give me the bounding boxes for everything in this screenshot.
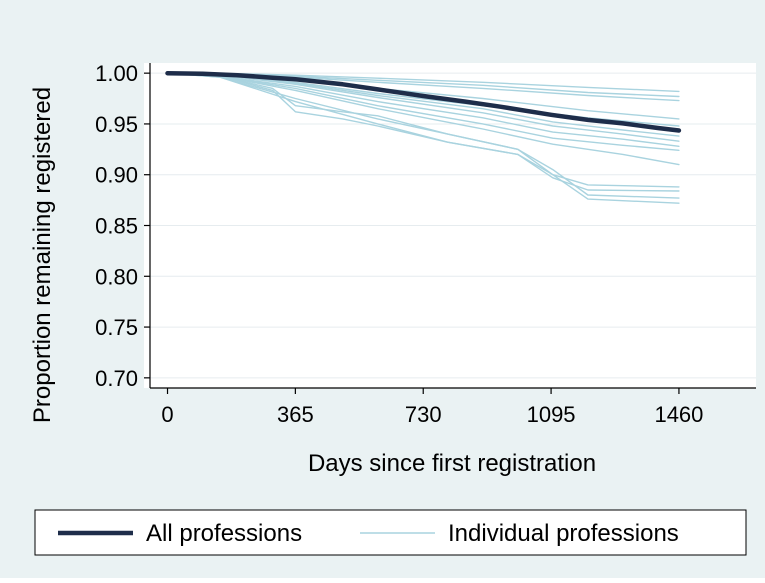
x-axis-ticks: 0 365 730 1095 1460 bbox=[161, 388, 703, 427]
y-axis-ticks: 0.70 0.75 0.80 0.85 0.90 0.95 1.00 bbox=[95, 61, 150, 391]
individual-profession-line bbox=[166, 72, 680, 199]
x-tick-label: 1095 bbox=[527, 402, 576, 427]
x-tick-label: 730 bbox=[405, 402, 442, 427]
individual-profession-line bbox=[166, 72, 680, 192]
y-axis-label: Proportion remaining registered bbox=[29, 87, 56, 423]
legend-label-all-professions: All professions bbox=[146, 520, 302, 547]
all-professions-line bbox=[165, 70, 682, 133]
y-tick-label: 0.75 bbox=[95, 315, 138, 340]
x-tick-label: 365 bbox=[277, 402, 314, 427]
legend: All professions Individual professions bbox=[34, 509, 747, 556]
y-tick-label: 0.90 bbox=[95, 163, 138, 188]
legend-label-individual-professions: Individual professions bbox=[448, 520, 679, 547]
y-tick-label: 0.70 bbox=[95, 366, 138, 391]
y-tick-label: 0.95 bbox=[95, 112, 138, 137]
x-axis-label: Days since first registration bbox=[308, 450, 596, 477]
y-tick-label: 0.85 bbox=[95, 214, 138, 239]
x-tick-label: 0 bbox=[161, 402, 173, 427]
individual-profession-line bbox=[166, 72, 680, 204]
y-tick-label: 1.00 bbox=[95, 61, 138, 86]
y-tick-label: 0.80 bbox=[95, 264, 138, 289]
series-layer bbox=[165, 70, 682, 204]
x-tick-label: 1460 bbox=[654, 402, 703, 427]
